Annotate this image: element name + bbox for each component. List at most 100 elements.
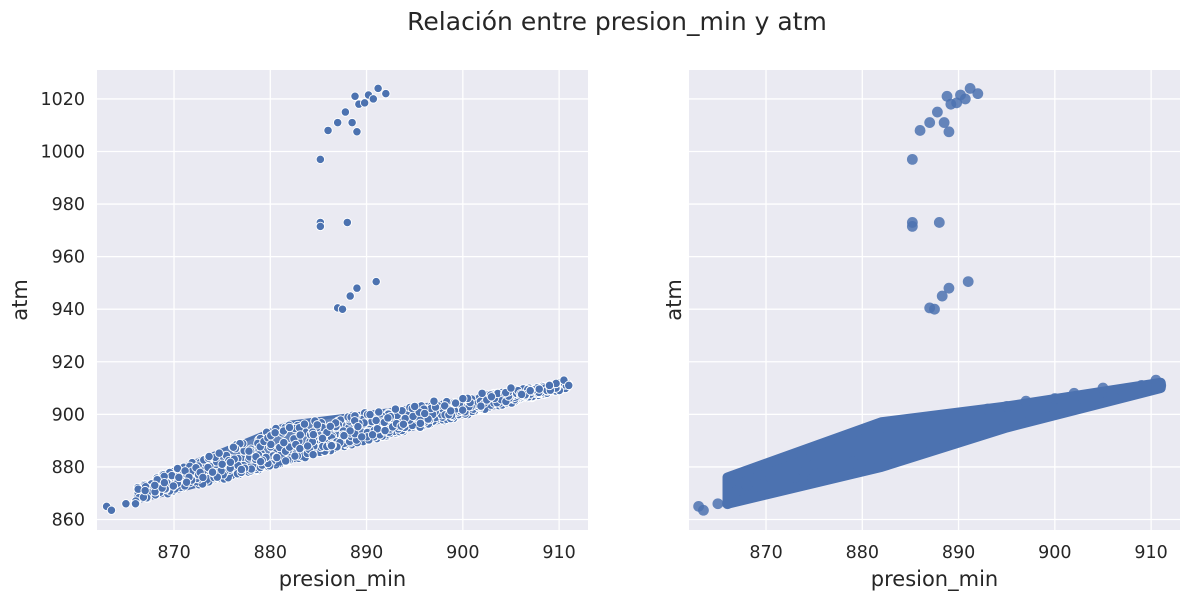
scatter-point: [906, 221, 918, 232]
scatter-point: [943, 282, 955, 294]
x-tick-label: 900: [1038, 543, 1071, 563]
scatter-point: [936, 290, 948, 302]
scatter-point: [359, 98, 370, 108]
scatter-point: [325, 421, 335, 432]
scatter-point: [353, 421, 363, 432]
scatter-point: [1155, 380, 1167, 391]
scatter-point: [731, 485, 743, 496]
scatter-point: [181, 477, 192, 487]
scatter-point: [808, 458, 820, 470]
scatter-point: [256, 457, 266, 467]
scatter-point: [972, 88, 984, 100]
x-tick-label: 890: [942, 543, 975, 563]
scatter-point: [368, 94, 378, 104]
scatter-point: [373, 83, 383, 94]
scatter-point: [350, 91, 360, 101]
scatter-point: [281, 456, 291, 466]
scatter-point: [315, 154, 326, 165]
scatter-point: [982, 403, 993, 415]
x-tick-label: 880: [846, 543, 879, 563]
x-tick-label: 880: [254, 543, 287, 563]
scatter-point: [380, 425, 390, 436]
scatter-point: [228, 442, 239, 452]
scatter-points: [101, 83, 574, 515]
scatter-point: [345, 291, 355, 301]
scatter-point: [722, 498, 733, 510]
scatter-point: [308, 450, 318, 460]
scatter-point: [929, 303, 940, 315]
scatter-point: [323, 125, 333, 136]
x-tick-label: 890: [350, 543, 383, 563]
y-tick-label: 900: [52, 405, 85, 425]
scatter-point: [270, 428, 280, 438]
scatter-point: [371, 276, 381, 287]
plot-area: [97, 70, 588, 530]
scatter-point: [741, 479, 753, 491]
scatter-point: [1097, 382, 1109, 394]
scatter-point: [1116, 385, 1128, 397]
scatter-point: [352, 127, 362, 137]
scatter-point: [244, 446, 254, 456]
y-tick-label: 880: [52, 458, 85, 478]
y-tick-label: 980: [52, 195, 85, 215]
x-tick-label: 910: [1134, 543, 1167, 563]
scatter-point: [381, 89, 391, 99]
scatter-point: [564, 380, 574, 391]
scatter-point: [357, 432, 367, 442]
y-tick-label: 940: [52, 300, 85, 320]
scatter-point: [217, 459, 227, 469]
scatter-point: [383, 413, 393, 423]
scatter-point: [121, 499, 131, 509]
scatter-point: [534, 384, 544, 394]
scatter-point: [516, 389, 527, 400]
scatter-point: [168, 481, 178, 491]
scatter-point: [933, 217, 945, 228]
scatter-point: [236, 464, 247, 475]
scatter-point: [312, 420, 322, 430]
scatter-point: [544, 380, 555, 391]
figure-title: Relación entre presion_min y atm: [407, 7, 827, 36]
scatter-point: [315, 221, 326, 232]
scatter-point: [861, 427, 873, 439]
scatter-point: [964, 83, 976, 94]
scatter-point: [266, 439, 276, 450]
scatter-point: [906, 153, 918, 165]
scatter-point: [698, 504, 709, 516]
x-axis-label: presion_min: [279, 567, 406, 592]
scatter-point: [477, 388, 487, 398]
scatter-point: [876, 422, 887, 433]
scatter-point: [476, 401, 486, 411]
x-tick-label: 900: [446, 543, 479, 563]
scatter-point: [962, 276, 974, 287]
scatter-point: [750, 477, 762, 489]
scatter-point: [308, 429, 319, 440]
y-tick-label: 960: [52, 248, 85, 268]
x-tick-label: 910: [542, 543, 575, 563]
scatter-point: [943, 126, 955, 138]
scatter-points: [693, 83, 1167, 516]
scatter-point: [446, 406, 456, 416]
scatter-point: [365, 409, 375, 420]
scatter-point: [106, 505, 117, 515]
scatter-point: [924, 117, 936, 128]
scatter-point: [938, 117, 950, 128]
scatter-point: [150, 480, 160, 490]
scatter-point: [367, 430, 378, 440]
left-scatter-panel: 870 880 890 900 910 860 880 900 920 940 960 980 1000…: [8, 70, 588, 592]
scatter-point: [410, 401, 420, 412]
scatter-point: [295, 443, 305, 454]
scatter-point: [339, 430, 349, 441]
scatter-point: [337, 304, 348, 314]
scatter-point: [342, 217, 352, 228]
scatter-point: [799, 466, 810, 478]
scatter-point: [302, 441, 313, 451]
scatter-point: [765, 472, 777, 483]
y-axis-label: atm: [662, 279, 686, 321]
x-tick-label: 870: [749, 543, 782, 563]
scatter-point: [506, 383, 516, 393]
scatter-point: [931, 106, 943, 118]
scatter-point: [340, 107, 351, 117]
y-tick-label: 1020: [40, 90, 85, 110]
